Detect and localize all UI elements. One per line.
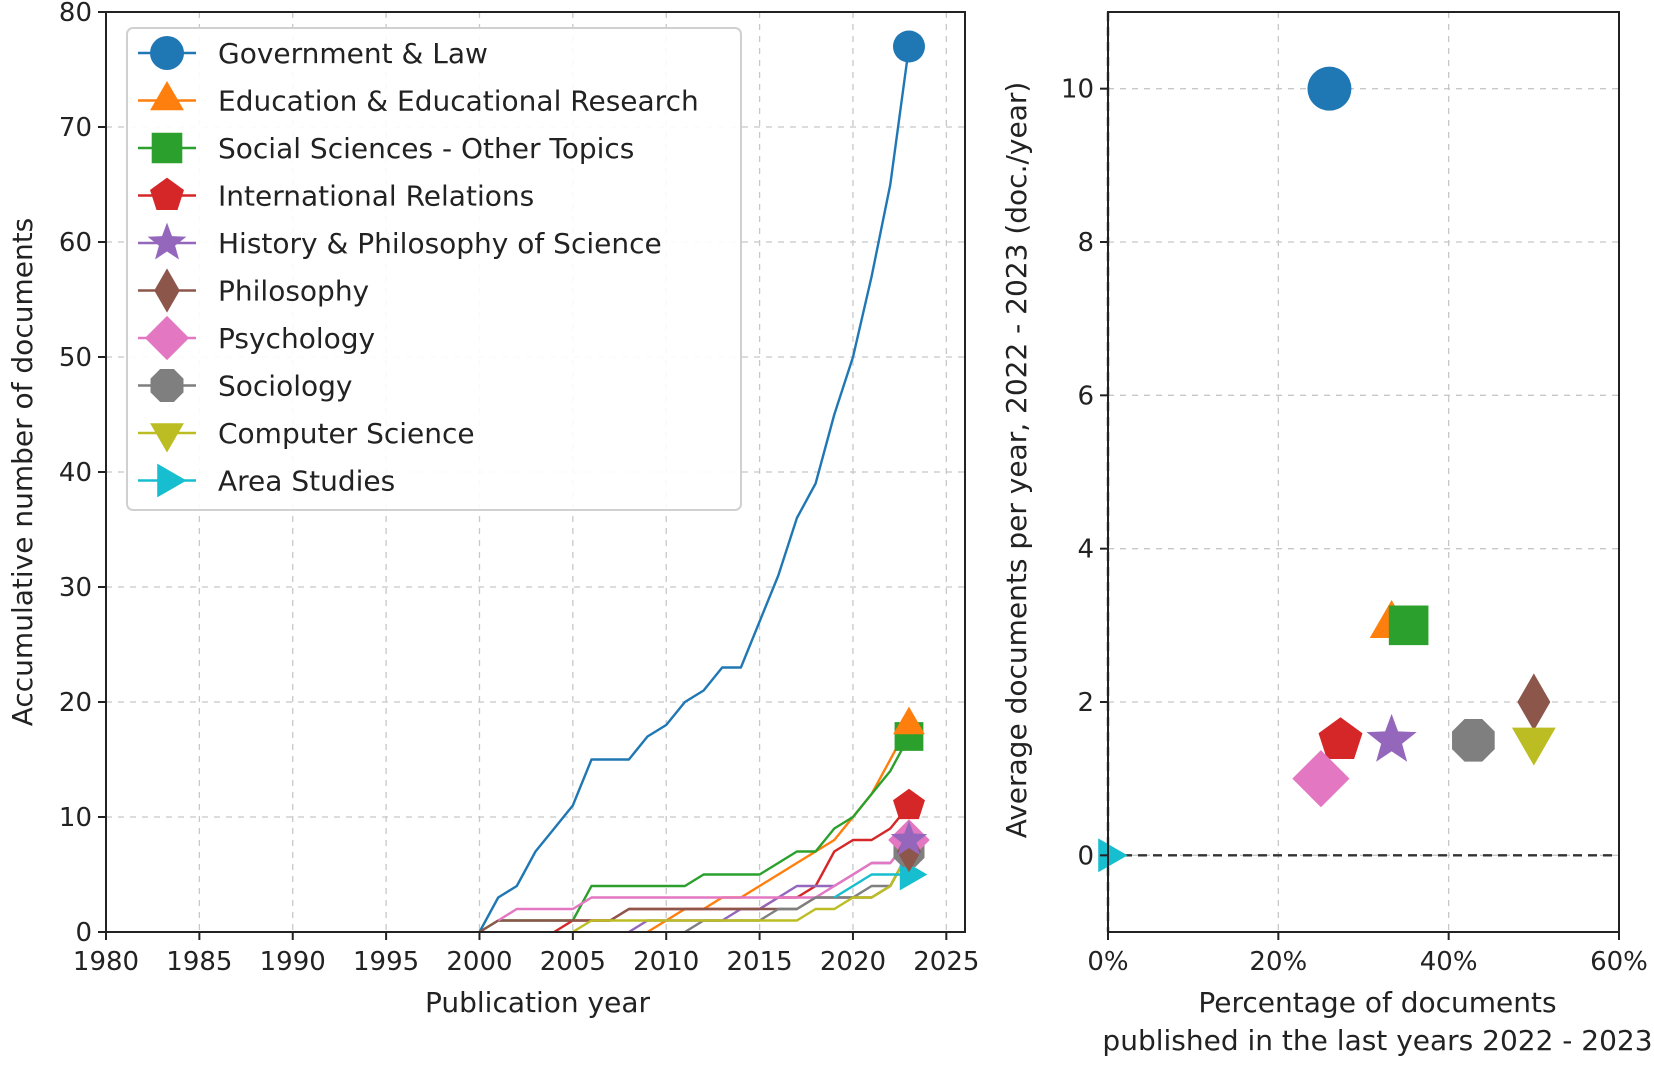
x-axis-label: published in the last years 2022 - 2023: [1102, 1024, 1652, 1057]
legend-entry-government-law: Government & Law: [218, 37, 488, 70]
x-tick-label: 1995: [353, 947, 419, 977]
x-tick-label: 1990: [260, 947, 326, 977]
y-tick-label: 4: [1077, 535, 1094, 565]
right-axes-frame: [1107, 11, 1620, 933]
y-tick-label: 2: [1077, 688, 1094, 718]
x-axis-label: Percentage of documents: [1198, 986, 1556, 1019]
y-tick-label: 60: [59, 228, 92, 258]
legend-entry-psychology: Psychology: [218, 322, 375, 355]
x-tick-label: 1980: [73, 947, 139, 977]
right-ticks: 0% 20% 40% 60% 0 2 4 6 8 10: [1061, 75, 1648, 977]
legend-marker-education-educational-research: [150, 80, 184, 111]
legend-entry-philosophy: Philosophy: [218, 275, 369, 308]
x-tick-label: 2005: [540, 947, 606, 977]
legend-entry-sociology: Sociology: [218, 370, 352, 403]
y-tick-label: 10: [59, 803, 92, 833]
x-tick-label: 60%: [1590, 947, 1648, 977]
x-tick-label: 2000: [446, 947, 512, 977]
x-tick-label: 2020: [820, 947, 886, 977]
end-marker-education-educational-research: [893, 706, 925, 735]
scatter-point-area-studies: [1098, 838, 1128, 873]
y-axis-label: Average documents per year, 2022 - 2023 …: [1000, 82, 1033, 839]
scatter-points: [1098, 66, 1556, 873]
scatter-point-philosophy: [1517, 673, 1551, 731]
series-line-international-relations: [553, 804, 910, 934]
y-axis-label: Accumulative number of documents: [6, 218, 39, 727]
series-line-computer-science: [572, 850, 911, 934]
x-tick-label: 2025: [913, 947, 979, 977]
legend-entry-computer-science: Computer Science: [218, 417, 475, 450]
x-tick-label: 2015: [727, 947, 793, 977]
x-axis-label: Publication year: [425, 986, 651, 1019]
legend-marker-sociology: [150, 369, 184, 402]
y-tick-label: 70: [59, 113, 92, 143]
scatter-point-computer-science: [1511, 727, 1556, 766]
series-line-area-studies: [833, 873, 909, 899]
series-line-psychology: [497, 839, 910, 922]
right-scatter-chart: 0% 20% 40% 60% 0 2 4 6 8 10 Percentage of document…: [1000, 11, 1653, 1057]
y-tick-label: 80: [59, 0, 92, 28]
legend-marker-philosophy: [154, 268, 180, 313]
right-grid: [1107, 12, 1620, 932]
legend-entry-area-studies: Area Studies: [218, 465, 395, 498]
y-tick-label: 50: [59, 343, 92, 373]
x-tick-label: 2010: [633, 947, 699, 977]
y-tick-label: 0: [75, 918, 92, 948]
y-tick-label: 40: [59, 458, 92, 488]
legend-box: [126, 27, 742, 511]
legend-marker-area-studies: [157, 463, 187, 498]
end-marker-government-law: [892, 30, 925, 63]
y-tick-label: 6: [1077, 381, 1094, 411]
x-tick-label: 0%: [1087, 947, 1128, 977]
y-tick-label: 8: [1077, 228, 1094, 258]
y-tick-label: 0: [1077, 841, 1094, 871]
legend-marker-government-law: [150, 36, 184, 70]
scatter-point-history-philosophy-of-science: [1366, 713, 1417, 762]
left-line-chart: 1980 1985 1990 1995 2000 2005 2010 2015 2020 2025…: [6, 0, 979, 1019]
left-ticks: 1980 1985 1990 1995 2000 2005 2010 2015 2020 2025…: [59, 0, 980, 977]
y-tick-label: 20: [59, 688, 92, 718]
legend-marker-psychology: [144, 315, 190, 361]
series-line-government-law: [478, 46, 911, 933]
series-line-education-educational-research: [646, 724, 911, 934]
scatter-point-psychology: [1292, 750, 1350, 808]
x-tick-label: 20%: [1249, 947, 1307, 977]
legend-entry-education-educational-research: Education & Educational Research: [218, 85, 699, 118]
end-marker-international-relations: [892, 788, 925, 820]
legend-entry-social-sciences-other-topics: Social Sciences - Other Topics: [218, 132, 634, 165]
y-tick-label: 30: [59, 573, 92, 603]
legend-entry-international-relations: International Relations: [218, 180, 534, 213]
x-tick-label: 1985: [166, 947, 232, 977]
legend-entry-history-philosophy-of-science: History & Philosophy of Science: [218, 227, 662, 260]
x-tick-label: 40%: [1420, 947, 1478, 977]
legend-marker-international-relations: [150, 177, 184, 210]
y-tick-label: 10: [1061, 75, 1094, 105]
legend-marker-computer-science: [150, 423, 184, 453]
scatter-point-sociology: [1452, 718, 1495, 762]
legend: Government & Law Education & Educational …: [126, 27, 742, 511]
legend-marker-social-sciences-other-topics: [151, 132, 183, 164]
end-marker-history-philosophy-of-science: [890, 820, 928, 856]
scatter-point-international-relations: [1318, 717, 1363, 760]
scatter-point-social-sciences-other-topics: [1388, 605, 1429, 646]
legend-marker-history-philosophy-of-science: [147, 222, 187, 260]
scatter-point-government-law: [1307, 66, 1352, 111]
left-series-lines: [478, 46, 911, 934]
